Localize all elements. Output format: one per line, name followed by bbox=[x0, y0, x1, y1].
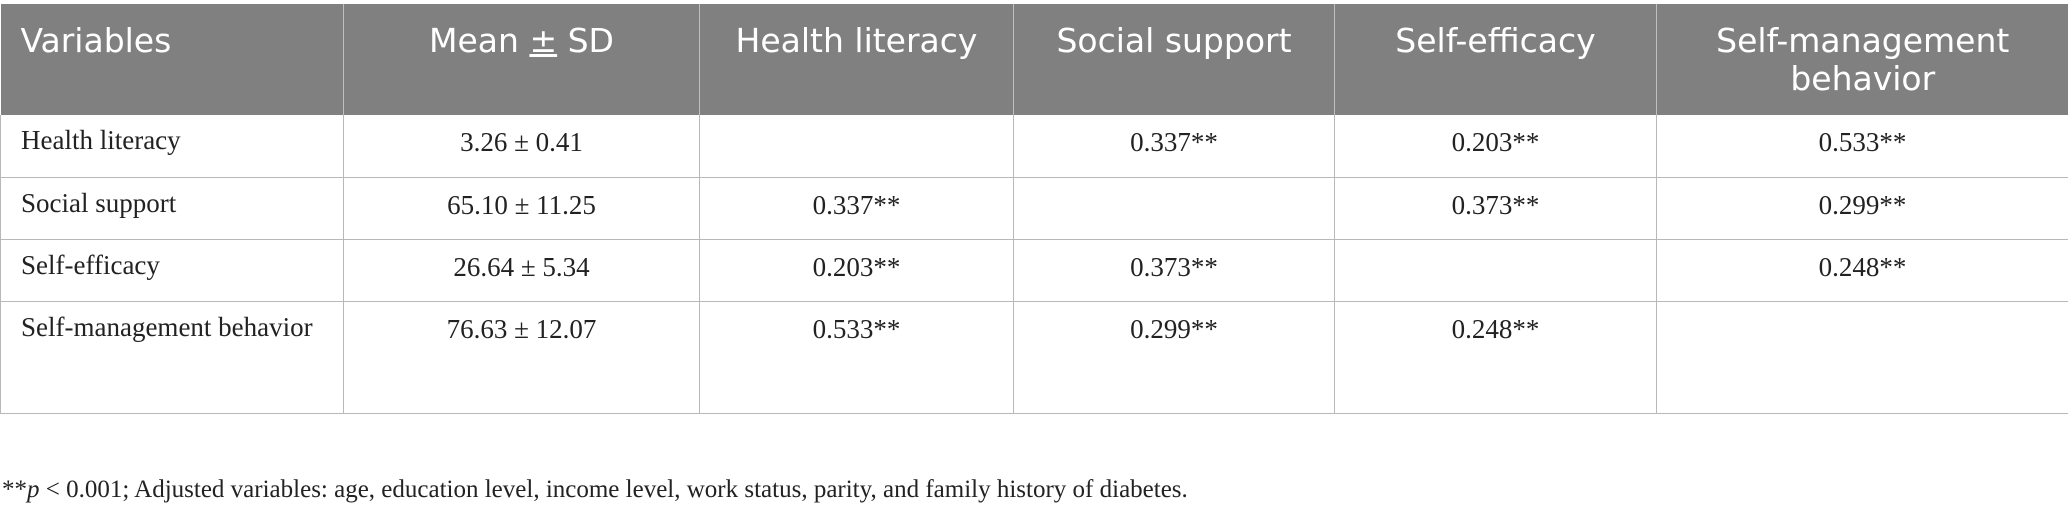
header-mean-label: Mean bbox=[429, 21, 530, 60]
cell-self-efficacy: 0.203** bbox=[1334, 115, 1657, 178]
table-header: Variables Mean ± SD Health literacy Soci… bbox=[0, 4, 2068, 115]
correlation-table-container: Variables Mean ± SD Health literacy Soci… bbox=[0, 4, 2068, 414]
header-self-efficacy: Self-efficacy bbox=[1334, 4, 1657, 115]
table-row: Self-management behavior 76.63 ± 12.07 0… bbox=[0, 300, 2068, 414]
table-row: Self-efficacy 26.64 ± 5.34 0.203** 0.373… bbox=[0, 238, 2068, 302]
cell-health-literacy: 0.337** bbox=[699, 176, 1014, 240]
cell-health-literacy bbox=[699, 115, 1014, 178]
header-self-management-behavior: Self-management behavior bbox=[1656, 4, 2068, 115]
cell-mean-sd: 65.10 ± 11.25 bbox=[343, 176, 700, 240]
cell-self-efficacy: 0.373** bbox=[1334, 176, 1657, 240]
header-health-literacy: Health literacy bbox=[699, 4, 1014, 115]
header-plus-minus: ± bbox=[529, 21, 558, 60]
cell-self-management bbox=[1656, 300, 2068, 414]
table-footnote: **p < 0.001; Adjusted variables: age, ed… bbox=[2, 476, 1188, 504]
cell-social-support: 0.299** bbox=[1013, 300, 1335, 414]
cell-self-efficacy bbox=[1334, 238, 1657, 302]
footnote-text: < 0.001; Adjusted variables: age, educat… bbox=[39, 476, 1188, 503]
footnote-stars: ** bbox=[2, 476, 27, 503]
header-row: Variables Mean ± SD Health literacy Soci… bbox=[0, 4, 2068, 115]
cell-self-management: 0.533** bbox=[1656, 115, 2068, 178]
header-variables: Variables bbox=[0, 4, 344, 115]
header-social-support: Social support bbox=[1013, 4, 1335, 115]
row-label: Health literacy bbox=[0, 115, 344, 178]
cell-self-efficacy: 0.248** bbox=[1334, 300, 1657, 414]
header-sd-label: SD bbox=[557, 21, 614, 60]
table-body: Health literacy 3.26 ± 0.41 0.337** 0.20… bbox=[0, 115, 2068, 414]
cell-mean-sd: 76.63 ± 12.07 bbox=[343, 300, 700, 414]
cell-social-support: 0.337** bbox=[1013, 115, 1335, 178]
table-row: Social support 65.10 ± 11.25 0.337** 0.3… bbox=[0, 176, 2068, 240]
row-label: Social support bbox=[0, 176, 344, 240]
cell-health-literacy: 0.203** bbox=[699, 238, 1014, 302]
row-label: Self-management behavior bbox=[0, 300, 344, 414]
footnote-p-symbol: p bbox=[27, 476, 40, 503]
cell-self-management: 0.299** bbox=[1656, 176, 2068, 240]
correlation-table: Variables Mean ± SD Health literacy Soci… bbox=[0, 4, 2068, 414]
cell-social-support bbox=[1013, 176, 1335, 240]
cell-health-literacy: 0.533** bbox=[699, 300, 1014, 414]
cell-mean-sd: 3.26 ± 0.41 bbox=[343, 115, 700, 178]
header-mean-sd: Mean ± SD bbox=[343, 4, 700, 115]
row-label: Self-efficacy bbox=[0, 238, 344, 302]
cell-mean-sd: 26.64 ± 5.34 bbox=[343, 238, 700, 302]
cell-self-management: 0.248** bbox=[1656, 238, 2068, 302]
cell-social-support: 0.373** bbox=[1013, 238, 1335, 302]
table-row: Health literacy 3.26 ± 0.41 0.337** 0.20… bbox=[0, 115, 2068, 178]
